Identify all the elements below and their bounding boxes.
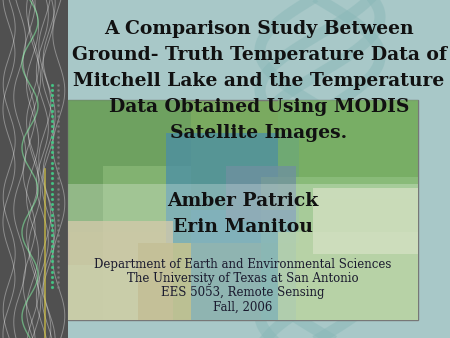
Bar bbox=[68, 184, 418, 320]
Text: Fall, 2006: Fall, 2006 bbox=[213, 300, 273, 313]
Bar bbox=[68, 100, 190, 232]
Text: Ground- Truth Temperature Data of: Ground- Truth Temperature Data of bbox=[72, 46, 446, 64]
Text: Department of Earth and Environmental Sciences: Department of Earth and Environmental Sc… bbox=[94, 258, 392, 271]
Bar bbox=[190, 210, 296, 320]
Bar bbox=[313, 188, 418, 254]
Bar bbox=[225, 166, 296, 221]
Text: Satellite Images.: Satellite Images. bbox=[171, 124, 347, 142]
Text: Amber Patrick: Amber Patrick bbox=[167, 192, 319, 210]
Bar bbox=[278, 100, 418, 199]
Text: Data Obtained Using MODIS: Data Obtained Using MODIS bbox=[109, 98, 409, 116]
Text: Mitchell Lake and the Temperature: Mitchell Lake and the Temperature bbox=[73, 72, 445, 90]
Bar bbox=[68, 221, 173, 320]
Bar bbox=[0, 0, 68, 338]
Text: A Comparison Study Between: A Comparison Study Between bbox=[104, 20, 414, 38]
Bar bbox=[68, 100, 418, 320]
Bar bbox=[138, 243, 261, 320]
Text: EES 5053, Remote Sensing: EES 5053, Remote Sensing bbox=[161, 286, 325, 299]
Bar bbox=[261, 177, 418, 320]
Bar bbox=[103, 166, 190, 320]
Text: Erin Manitou: Erin Manitou bbox=[173, 218, 313, 236]
Bar bbox=[278, 232, 418, 320]
Bar bbox=[166, 133, 299, 243]
Bar bbox=[68, 265, 138, 320]
Text: The University of Texas at San Antonio: The University of Texas at San Antonio bbox=[127, 272, 359, 285]
